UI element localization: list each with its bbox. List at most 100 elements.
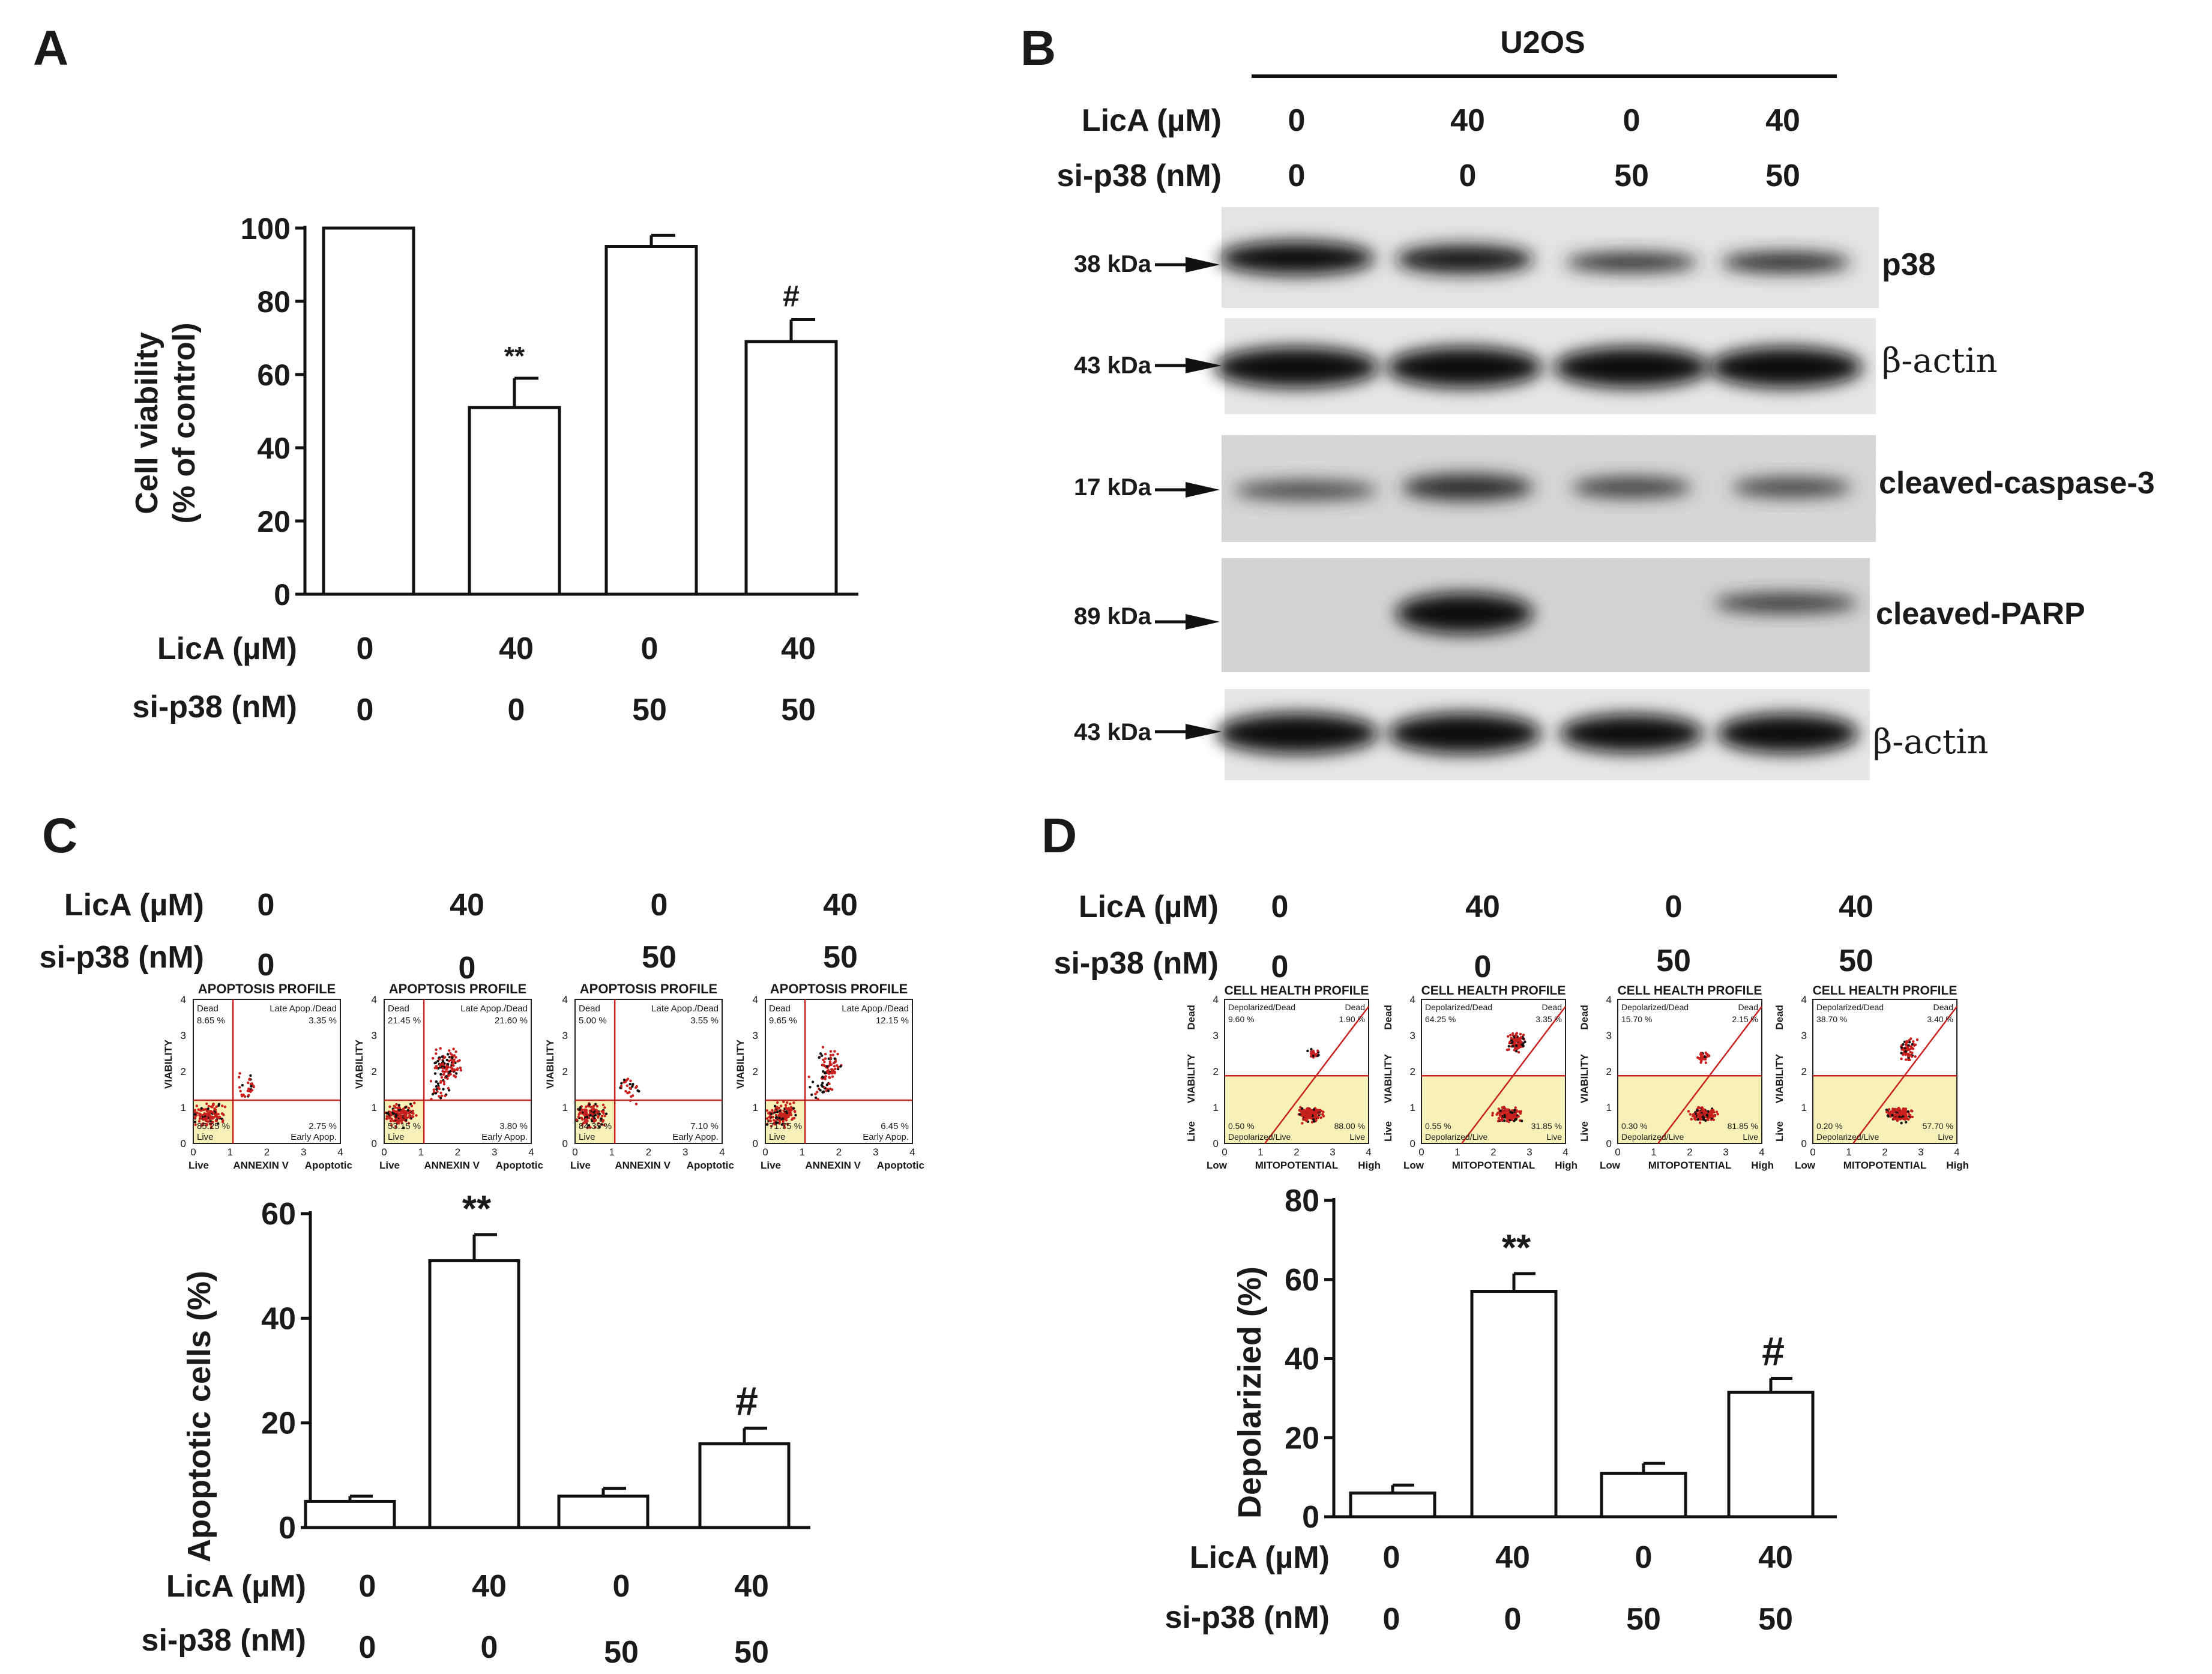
health-plot-2-event-dot	[1491, 1112, 1494, 1115]
apoptosis-plot-2-event-dot	[438, 1095, 441, 1098]
health-plot-2-event-dot	[1515, 1109, 1518, 1112]
panel-a-sip38-label: si-p38 (nM)	[133, 690, 297, 724]
apoptosis-plot-2-event-dot	[447, 1089, 451, 1092]
health-plot-1-q-deplive-label: Depolarized/Live	[1228, 1132, 1291, 1142]
apoptosis-plot-4-event-dot	[794, 1113, 797, 1117]
health-plot-3-event-dot	[1704, 1058, 1707, 1061]
health-plot-3-event-dot	[1696, 1113, 1699, 1116]
panel-d-ylabel: Depolarizied (%)	[1232, 1266, 1268, 1519]
health-plot-2-q-deplive-value: 0.55 %	[1425, 1121, 1451, 1131]
apoptosis-plot-2-event-dot	[441, 1055, 444, 1058]
apoptosis-plot-1-event-dot	[206, 1107, 209, 1110]
apoptosis-plot-3-x-right: Apoptotic	[687, 1160, 734, 1171]
health-plot-2-event-dot	[1513, 1049, 1516, 1052]
apoptosis-plot-1-event-dot	[202, 1118, 205, 1121]
apoptosis-plot-2-title: APOPTOSIS PROFILE	[389, 981, 526, 996]
blot-actin-2-name: β-actin	[1873, 723, 1989, 762]
apoptosis-plot-2-y-tick-label: 3	[372, 1030, 377, 1041]
apoptosis-plot-3-event-dot	[626, 1077, 630, 1080]
apoptosis-plot-3-event-dot	[600, 1115, 604, 1118]
apoptosis-plot-2-event-dot	[407, 1106, 411, 1110]
apoptosis-plot-2-event-dot	[394, 1115, 397, 1118]
health-plot-1-event-dot	[1314, 1054, 1317, 1057]
health-plot-4-event-dot	[1895, 1118, 1899, 1121]
health-plot-2-event-dot	[1513, 1109, 1516, 1112]
health-plot-1-event-dot	[1316, 1054, 1319, 1058]
apoptosis-plot-2-event-dot	[407, 1122, 411, 1125]
panel-a-lica-3: 40	[781, 631, 816, 666]
panel-a-conditions: LicA (µM) si-p38 (nM) 0 40 0 40 0 0 50 5…	[133, 631, 816, 727]
health-plot-3-event-dot	[1704, 1119, 1707, 1122]
panel-c-bottom-sip38-1: 0	[481, 1630, 498, 1665]
health-plot-1-event-dot	[1318, 1112, 1321, 1115]
apoptosis-plot-3-x-tick-label: 3	[683, 1146, 688, 1158]
apoptosis-plot-3-event-dot	[590, 1106, 593, 1109]
apoptosis-plot-2-event-dot	[399, 1110, 403, 1113]
health-plot-1-x-tick-label: 1	[1258, 1146, 1263, 1158]
panel-c-chart: 0 20 40 60 ** #	[261, 1188, 810, 1546]
apoptosis-plot-4-event-dot	[828, 1076, 831, 1079]
apoptosis-plot-4-event-dot	[765, 1109, 769, 1112]
health-plot-4-q-dead-value: 3.40 %	[1927, 1014, 1953, 1024]
apoptosis-plot-1-y-tick-label: 2	[181, 1066, 186, 1077]
apoptosis-plot-4-q-dead-label: Dead	[769, 1004, 791, 1014]
apoptosis-plot-3-event-dot	[601, 1119, 605, 1122]
health-plot-4-event-dot	[1909, 1109, 1913, 1112]
apoptosis-plot-1-event-dot	[238, 1072, 241, 1075]
panel-d-lica-2: 0	[1665, 890, 1683, 924]
health-plot-1-q-dead-value: 1.90 %	[1339, 1014, 1365, 1024]
apoptosis-plot-4-q-late-label: Late Apop./Dead	[842, 1004, 909, 1014]
panel-b-sip38-label: si-p38 (nM)	[1057, 158, 1222, 193]
apoptosis-plot-2-x-label: ANNEXIN V	[424, 1160, 480, 1171]
health-plot-4-event-dot	[1909, 1050, 1912, 1054]
panel-a-lica-label: LicA (µM)	[157, 631, 297, 666]
apoptosis-plot-4-event-dot	[782, 1120, 785, 1124]
apoptosis-plot-4-q-late-value: 12.15 %	[876, 1016, 909, 1026]
health-plot-3-q-deplive-label: Depolarized/Live	[1621, 1132, 1684, 1142]
apoptosis-plot-3-event-dot	[604, 1112, 608, 1115]
apoptosis-plot-2-event-dot	[446, 1062, 450, 1066]
apoptosis-plot-1-event-dot	[206, 1120, 210, 1123]
panel-a-y-tick-label: 0	[274, 578, 291, 612]
apoptosis-plot-2-x-right: Apoptotic	[496, 1160, 543, 1171]
apoptosis-plot-1-event-dot	[193, 1113, 197, 1116]
apoptosis-plot-4-event-dot	[837, 1065, 840, 1069]
panel-c-bottom-conditions: LicA (µM) si-p38 (nM) 0 40 0 40 0 0 50 5…	[142, 1569, 769, 1670]
apoptosis-plot-4-event-dot	[783, 1112, 786, 1115]
apoptosis-plot-2-event-dot	[390, 1124, 393, 1127]
panel-a-y-tick-label: 80	[257, 285, 291, 319]
health-plot-3-x-tick-label: 0	[1615, 1146, 1620, 1158]
health-plot-1-y-label: VIABILITY	[1186, 1053, 1197, 1103]
health-plot-1-event-dot	[1305, 1119, 1308, 1122]
panel-a-significance: **	[504, 342, 525, 371]
panel-d-bottom-lica-0: 0	[1383, 1540, 1400, 1575]
apoptosis-plot-2-event-dot	[400, 1119, 403, 1122]
health-plot-3-y-tick-label: 0	[1606, 1138, 1612, 1149]
blot-actin-1-labels: 43 kDa β-actin	[1074, 342, 1998, 381]
apoptosis-plot-2-event-dot	[453, 1054, 456, 1057]
apoptosis-plot-4-event-dot	[771, 1115, 775, 1119]
apoptosis-plot-1-q-late-value: 3.35 %	[309, 1016, 337, 1026]
apoptosis-plot-3-event-dot	[637, 1089, 640, 1093]
panel-c-y-tick-label: 40	[261, 1301, 296, 1336]
apoptosis-plot-3-event-dot	[624, 1089, 627, 1093]
apoptosis-plot-1-event-dot	[217, 1104, 220, 1107]
health-plot-1-event-dot	[1321, 1113, 1324, 1116]
apoptosis-plot-2-event-dot	[403, 1113, 406, 1116]
apoptosis-plot-1-event-dot	[239, 1089, 242, 1093]
health-plot-2-event-dot	[1509, 1116, 1512, 1120]
health-plot-4-event-dot	[1902, 1052, 1905, 1055]
panel-d-bottom-sip38-2: 50	[1626, 1602, 1661, 1637]
apoptosis-plot-4-event-dot	[822, 1070, 825, 1073]
panel-d-significance: #	[1762, 1328, 1785, 1374]
apoptosis-plot-3-event-dot	[590, 1119, 594, 1122]
apoptosis-plot-2-event-dot	[434, 1092, 438, 1095]
apoptosis-plot-3-y-tick-label: 3	[562, 1030, 568, 1041]
apoptosis-plot-4-x-tick-label: 1	[800, 1146, 805, 1158]
blot-caspase3-arrow-head	[1186, 482, 1220, 498]
health-plot-2-x-tick-label: 3	[1526, 1146, 1532, 1158]
health-plot-1-q-deplive-value: 0.50 %	[1228, 1121, 1255, 1131]
apoptosis-plot-4-y-tick-label: 3	[753, 1030, 758, 1041]
apoptosis-plot-1-x-tick-label: 2	[264, 1146, 270, 1158]
panel-d-ylabel-text: Depolarizied (%)	[1232, 1266, 1268, 1519]
